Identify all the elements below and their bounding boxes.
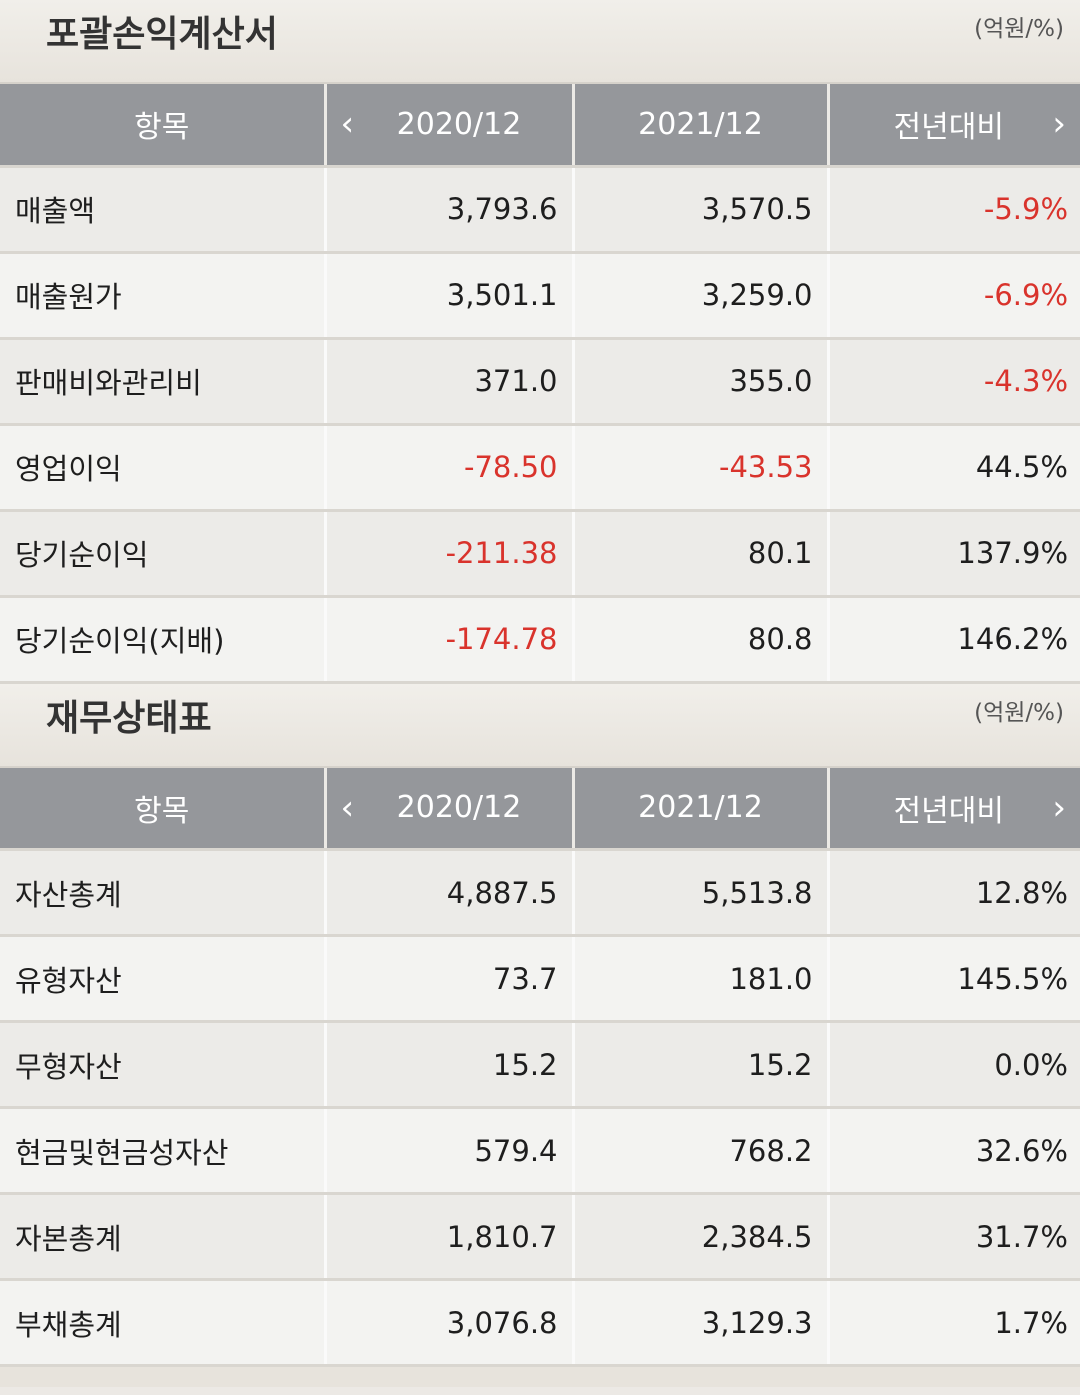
value-2021: 3,570.5 (573, 166, 830, 254)
table-row: 매출액 3,793.6 3,570.5 -5.9% (0, 166, 1080, 254)
row-item-label: 당기순이익 (0, 510, 327, 598)
value-2021: 768.2 (573, 1107, 830, 1195)
table-row: 매출원가 3,501.1 3,259.0 -6.9% (0, 252, 1080, 340)
column-header-2021: 2021/12 (573, 767, 830, 851)
value-2021: 80.8 (573, 596, 830, 684)
value-yoy: -6.9% (828, 252, 1080, 340)
table-row: 현금및현금성자산 579.4 768.2 32.6% (0, 1107, 1080, 1195)
value-yoy: -4.3% (828, 338, 1080, 426)
value-yoy: 137.9% (828, 510, 1080, 598)
column-header-yoy: 전년대비 › (828, 84, 1080, 168)
value-yoy: -5.9% (828, 166, 1080, 254)
row-item-label: 판매비와관리비 (0, 338, 327, 426)
row-item-label: 당기순이익(지배) (0, 596, 327, 684)
row-item-label: 유형자산 (0, 935, 327, 1023)
value-2021: 355.0 (573, 338, 830, 426)
value-2020: 1,810.7 (325, 1193, 575, 1281)
value-2021: 15.2 (573, 1021, 830, 1109)
value-2021: 80.1 (573, 510, 830, 598)
value-2020: 73.7 (325, 935, 575, 1023)
column-header-item: 항목 (0, 84, 327, 168)
value-2021: -43.53 (573, 424, 830, 512)
value-2020: 4,887.5 (325, 849, 575, 937)
table-row: 유형자산 73.7 181.0 145.5% (0, 935, 1080, 1023)
table-row: 판매비와관리비 371.0 355.0 -4.3% (0, 338, 1080, 426)
table-header-row: 항목 ‹ 2020/12 2021/12 전년대비 › (0, 84, 1080, 168)
value-2020: 15.2 (325, 1021, 575, 1109)
value-yoy: 0.0% (828, 1021, 1080, 1109)
row-item-label: 부채총계 (0, 1279, 327, 1367)
table-row: 영업이익 -78.50 -43.53 44.5% (0, 424, 1080, 512)
value-yoy: 12.8% (828, 849, 1080, 937)
value-2020: 371.0 (325, 338, 575, 426)
value-2020: -174.78 (325, 596, 575, 684)
value-yoy: 32.6% (828, 1107, 1080, 1195)
balance-sheet-title: 재무상태표 (46, 697, 212, 739)
value-2021: 3,259.0 (573, 252, 830, 340)
table-row: 당기순이익 -211.38 80.1 137.9% (0, 510, 1080, 598)
value-yoy: 1.7% (828, 1279, 1080, 1367)
value-yoy: 44.5% (828, 424, 1080, 512)
table-row: 자본총계 1,810.7 2,384.5 31.7% (0, 1193, 1080, 1281)
row-item-label: 매출액 (0, 166, 327, 254)
value-2021: 5,513.8 (573, 849, 830, 937)
value-2021: 2,384.5 (573, 1193, 830, 1281)
row-item-label: 영업이익 (0, 424, 327, 512)
value-2020: -211.38 (325, 510, 575, 598)
income-unit-label: (억원/%) (974, 16, 1064, 42)
column-header-yoy: 전년대비 › (828, 767, 1080, 851)
balance-sheet-header: 재무상태표 (억원/%) (0, 683, 1080, 768)
column-header-2020: ‹ 2020/12 (325, 84, 575, 168)
row-item-label: 자본총계 (0, 1193, 327, 1281)
bottom-strip (0, 1367, 1080, 1387)
value-yoy: 31.7% (828, 1193, 1080, 1281)
chevron-left-icon[interactable]: ‹ (340, 104, 355, 145)
chevron-left-icon[interactable]: ‹ (340, 787, 355, 828)
value-2020: -78.50 (325, 424, 575, 512)
row-item-label: 무형자산 (0, 1021, 327, 1109)
column-header-2020: ‹ 2020/12 (325, 767, 575, 851)
value-2020: 3,501.1 (325, 252, 575, 340)
chevron-right-icon[interactable]: › (1052, 787, 1066, 828)
row-item-label: 매출원가 (0, 252, 327, 340)
balance-unit-label: (억원/%) (974, 699, 1064, 726)
value-yoy: 146.2% (828, 596, 1080, 684)
value-2021: 181.0 (573, 935, 830, 1023)
table-row: 당기순이익(지배) -174.78 80.8 146.2% (0, 596, 1080, 684)
value-2020: 579.4 (325, 1107, 575, 1195)
table-row: 무형자산 15.2 15.2 0.0% (0, 1021, 1080, 1109)
chevron-right-icon[interactable]: › (1052, 104, 1066, 145)
row-item-label: 현금및현금성자산 (0, 1107, 327, 1195)
table-header-row: 항목 ‹ 2020/12 2021/12 전년대비 › (0, 767, 1080, 851)
income-statement-header: 포괄손익계산서 (억원/%) (0, 0, 1080, 84)
value-2020: 3,793.6 (325, 166, 575, 254)
balance-sheet-table: 항목 ‹ 2020/12 2021/12 전년대비 › 자산총계 4,887.5 5… (0, 767, 1080, 1367)
income-statement-table: 항목 ‹ 2020/12 2021/12 전년대비 › 매출액 3,793.6 3,… (0, 84, 1080, 684)
income-statement-title: 포괄손익계산서 (46, 14, 278, 55)
column-header-2021: 2021/12 (573, 84, 830, 168)
table-row: 자산총계 4,887.5 5,513.8 12.8% (0, 849, 1080, 937)
value-2021: 3,129.3 (573, 1279, 830, 1367)
table-row: 부채총계 3,076.8 3,129.3 1.7% (0, 1279, 1080, 1367)
value-2020: 3,076.8 (325, 1279, 575, 1367)
row-item-label: 자산총계 (0, 849, 327, 937)
column-header-item: 항목 (0, 767, 327, 851)
value-yoy: 145.5% (828, 935, 1080, 1023)
